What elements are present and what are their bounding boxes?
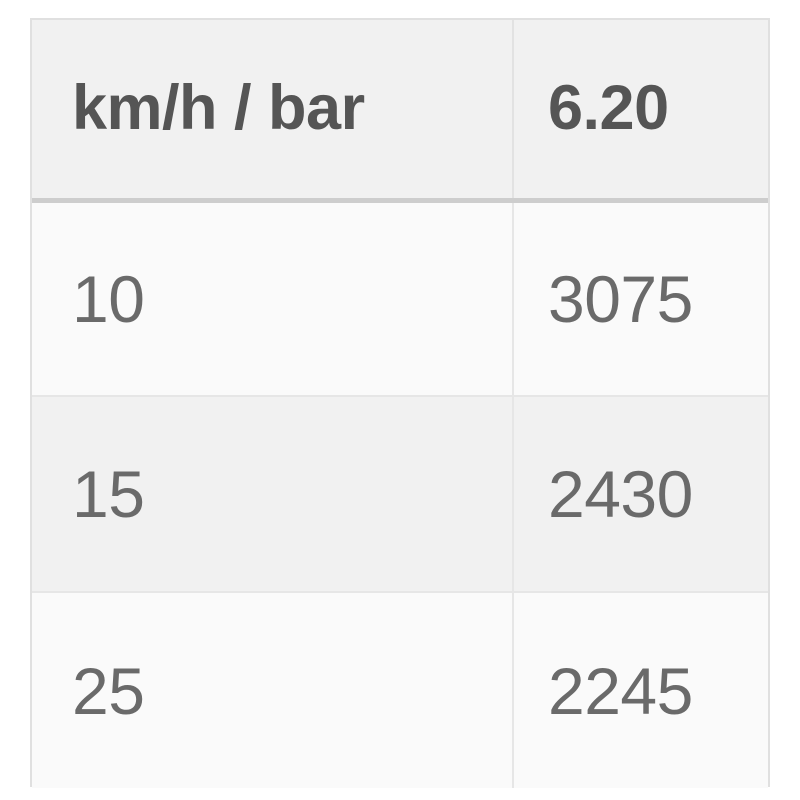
table-row: 15 2430 <box>32 395 768 592</box>
table-header-row: km/h / bar 6.20 <box>32 20 768 203</box>
cell-value: 3075 <box>513 200 768 396</box>
cell-speed: 25 <box>32 591 514 788</box>
column-header-pressure: 6.20 <box>513 20 768 203</box>
table-row: 10 3075 <box>32 200 768 396</box>
cell-value: 2430 <box>513 395 768 592</box>
column-header-units: km/h / bar <box>32 20 514 203</box>
cell-speed: 10 <box>32 200 514 396</box>
cell-value: 2245 <box>513 591 768 788</box>
table-head: km/h / bar 6.20 <box>32 20 768 203</box>
table-row: 25 2245 <box>32 591 768 788</box>
pressure-speed-lookup-table: km/h / bar 6.20 10 3075 15 2430 25 2245 <box>32 20 768 788</box>
table-body: 10 3075 15 2430 25 2245 <box>32 200 768 788</box>
cell-speed: 15 <box>32 395 514 592</box>
data-table-container: km/h / bar 6.20 10 3075 15 2430 25 2245 <box>30 18 770 788</box>
